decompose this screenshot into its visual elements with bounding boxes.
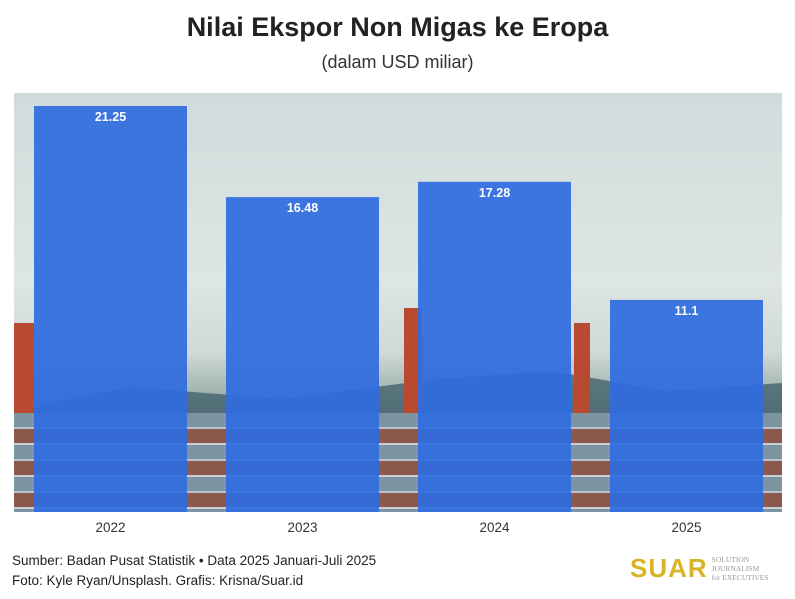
crane — [404, 308, 422, 428]
logo-wordmark: SUAR — [630, 553, 708, 583]
x-tick-label: 2023 — [287, 520, 317, 535]
x-tick-label: 2025 — [671, 520, 701, 535]
logo-tagline-2: for EXECUTIVES — [711, 573, 769, 582]
credit-note: Foto: Kyle Ryan/Unsplash. Grafis: Krisna… — [12, 573, 304, 588]
crane — [14, 323, 34, 423]
x-tick-label: 2022 — [95, 520, 125, 535]
source-note: Sumber: Badan Pusat Statistik • Data 202… — [12, 553, 377, 568]
data-label: 11.1 — [675, 304, 699, 318]
logo-tagline: SOLUTION JOURNALISM for EXECUTIVES — [712, 555, 795, 582]
x-tick-label: 2024 — [479, 520, 510, 535]
logo-tagline-1: SOLUTION JOURNALISM — [711, 555, 760, 573]
bar-2024 — [418, 181, 571, 513]
bar-2022 — [34, 106, 187, 512]
bar-2025 — [610, 299, 763, 512]
data-label: 16.48 — [287, 201, 318, 215]
data-label: 17.28 — [479, 186, 510, 200]
crane — [574, 323, 590, 423]
chart-subtitle: (dalam USD miliar) — [321, 52, 474, 72]
bar-2023 — [226, 197, 379, 512]
chart-title: Nilai Ekspor Non Migas ke Eropa — [186, 12, 609, 42]
suar-logo: SUAR SOLUTION JOURNALISM for EXECUTIVES — [630, 553, 795, 584]
data-label: 21.25 — [95, 110, 126, 124]
